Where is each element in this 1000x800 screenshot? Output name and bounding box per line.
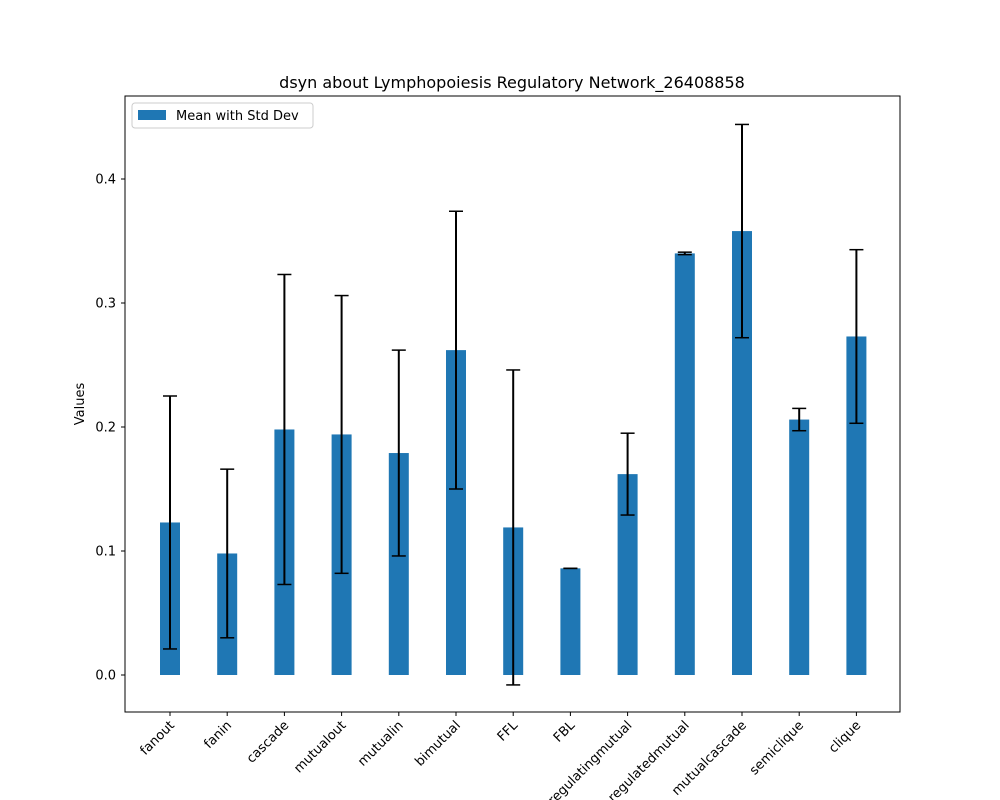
legend-label: Mean with Std Dev (176, 109, 299, 124)
bar-clique (846, 336, 867, 675)
legend-swatch (138, 110, 166, 120)
legend: Mean with Std Dev (131, 102, 314, 129)
chart-title: dsyn about Lymphopoiesis Regulatory Netw… (279, 73, 745, 93)
bar-mutualin (388, 453, 409, 675)
y-axis-ticks: 0.0 0.1 0.2 0.3 0.4 (95, 173, 125, 684)
bar-mutualcascade (732, 231, 752, 675)
y-tick-label-1: 0.1 (95, 545, 116, 560)
bar-regulatedmutual (674, 253, 695, 675)
y-tick-label-3: 0.3 (95, 297, 116, 312)
error-bars-group (163, 123, 864, 686)
y-tick-label-2: 0.2 (95, 421, 116, 436)
bar-regulatingmutual (617, 474, 638, 675)
y-tick-label-0: 0.0 (95, 669, 116, 684)
bar-FBL (560, 568, 581, 675)
plot-frame (124, 95, 901, 713)
bar-bimutual (446, 350, 466, 675)
bars-group (160, 231, 867, 675)
y-axis-label: Values (73, 383, 88, 426)
bar-semiclique (789, 419, 810, 675)
y-tick-label-4: 0.4 (95, 173, 116, 188)
legend-box (131, 102, 314, 129)
